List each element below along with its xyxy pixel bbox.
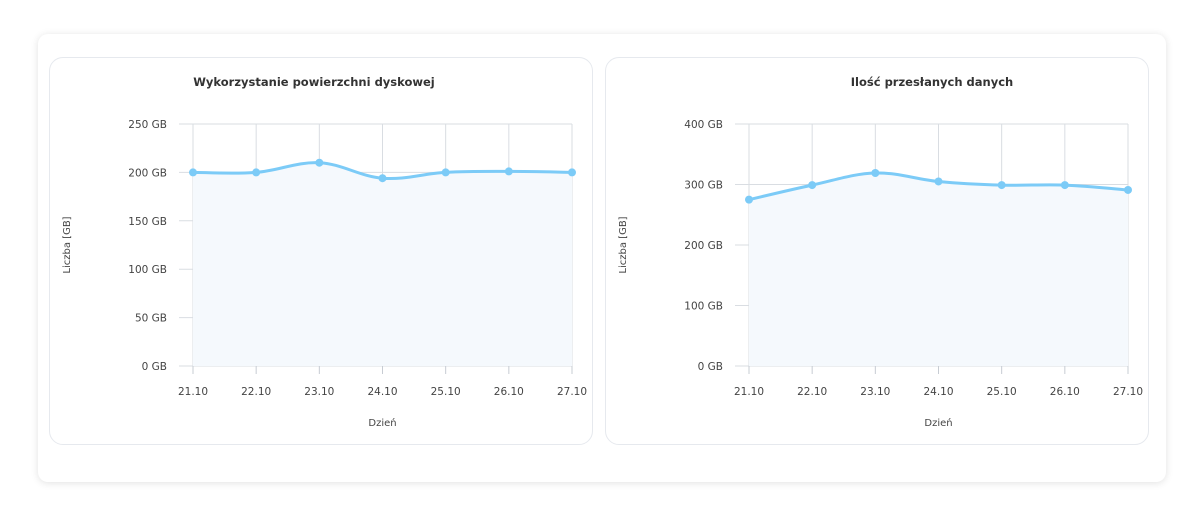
x-tick-label: 26.10 <box>494 386 524 398</box>
y-tick-label: 50 GB <box>135 313 167 325</box>
chart-title: Wykorzystanie powierzchni dyskowej <box>193 75 435 89</box>
data-point <box>252 168 261 177</box>
data-point <box>808 181 817 190</box>
x-tick-label: 22.10 <box>241 386 271 398</box>
x-tick-label: 25.10 <box>987 386 1017 398</box>
data-point <box>315 158 324 167</box>
y-tick-label: 200 GB <box>128 167 167 179</box>
y-axis-label: Liczba [GB] <box>618 216 629 273</box>
x-tick-label: 26.10 <box>1050 386 1080 398</box>
x-tick-label: 23.10 <box>860 386 890 398</box>
y-tick-label: 200 GB <box>684 240 723 252</box>
y-tick-label: 400 GB <box>684 119 723 131</box>
y-tick-label: 300 GB <box>684 180 723 192</box>
x-tick-label: 21.10 <box>734 386 764 398</box>
data-point <box>1124 185 1132 194</box>
data-point <box>934 177 943 186</box>
x-tick-label: 25.10 <box>431 386 461 398</box>
data-point <box>745 195 753 204</box>
data-point <box>504 167 513 176</box>
y-tick-label: 250 GB <box>128 119 167 131</box>
data-point <box>378 174 387 183</box>
series-area <box>749 172 1128 366</box>
y-tick-label: 0 GB <box>698 361 723 373</box>
y-tick-label: 150 GB <box>128 216 167 228</box>
data-point <box>568 168 576 177</box>
disk-usage-chart: Wykorzystanie powierzchni dyskowej 0 GB 50… <box>62 75 587 429</box>
y-tick-label: 100 GB <box>128 264 167 276</box>
data-point <box>997 181 1006 190</box>
data-transfer-chart-card: Ilość przesłanych danych 0 GB 100 GB 200 GB… <box>605 57 1149 445</box>
x-tick-label: 23.10 <box>304 386 334 398</box>
series-area <box>193 162 572 366</box>
data-transfer-chart: Ilość przesłanych danych 0 GB 100 GB 200 GB… <box>618 75 1143 429</box>
x-tick-label: 22.10 <box>797 386 827 398</box>
y-tick-label: 0 GB <box>142 361 167 373</box>
y-tick-label: 100 GB <box>684 301 723 313</box>
x-tick-label: 24.10 <box>367 386 397 398</box>
data-point <box>441 168 450 177</box>
disk-usage-chart-card: Wykorzystanie powierzchni dyskowej 0 GB 50… <box>49 57 593 445</box>
charts-panel: Wykorzystanie powierzchni dyskowej 0 GB 50… <box>38 34 1166 482</box>
data-point <box>189 168 197 177</box>
data-point <box>1060 181 1069 190</box>
x-tick-label: 21.10 <box>178 386 208 398</box>
x-tick-label: 24.10 <box>923 386 953 398</box>
x-tick-label: 27.10 <box>557 386 587 398</box>
x-axis-label: Dzień <box>924 417 952 429</box>
data-point <box>871 169 880 178</box>
y-axis-label: Liczba [GB] <box>62 216 73 273</box>
chart-title: Ilość przesłanych danych <box>851 75 1013 89</box>
x-axis-label: Dzień <box>368 417 396 429</box>
x-tick-label: 27.10 <box>1113 386 1143 398</box>
